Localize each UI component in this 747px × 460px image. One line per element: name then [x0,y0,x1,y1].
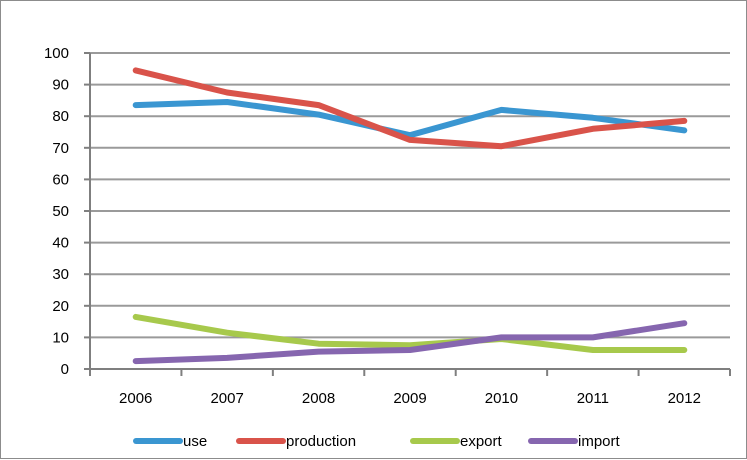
x-tick-label: 2007 [210,390,243,407]
y-tick-label: 100 [44,45,69,62]
series-lines [132,67,688,365]
axes [84,52,731,376]
y-tick-label: 30 [52,266,69,283]
x-tick-labels: 2006 2007 2008 2009 2010 2011 2012 [119,390,701,407]
x-tick-label: 2006 [119,390,152,407]
x-tick-label: 2010 [485,390,518,407]
y-tick-label: 90 [52,77,69,94]
legend-label-import: import [578,433,621,450]
series-line-production [132,67,688,150]
y-tick-label: 40 [52,235,69,252]
series-line-export [132,313,688,353]
legend: use production export import [133,433,621,450]
series-line-use [132,99,688,139]
y-tick-label: 70 [52,140,69,157]
y-tick-label: 20 [52,298,69,315]
y-tick-label: 0 [61,361,69,378]
x-tick-label: 2011 [577,390,609,407]
legend-label-export: export [460,433,503,450]
y-tick-label: 50 [52,203,69,220]
gridlines [90,52,730,339]
y-tick-labels: 0 10 20 30 40 50 60 70 80 90 100 [44,45,69,378]
y-tick-label: 60 [52,171,69,188]
y-tick-label: 80 [52,108,69,125]
y-tick-label: 10 [52,329,69,346]
legend-label-use: use [183,433,207,450]
series-line-import [132,320,688,365]
legend-label-production: production [286,433,356,450]
x-tick-label: 2012 [668,390,701,407]
x-tick-label: 2009 [393,390,426,407]
x-tick-label: 2008 [302,390,335,407]
